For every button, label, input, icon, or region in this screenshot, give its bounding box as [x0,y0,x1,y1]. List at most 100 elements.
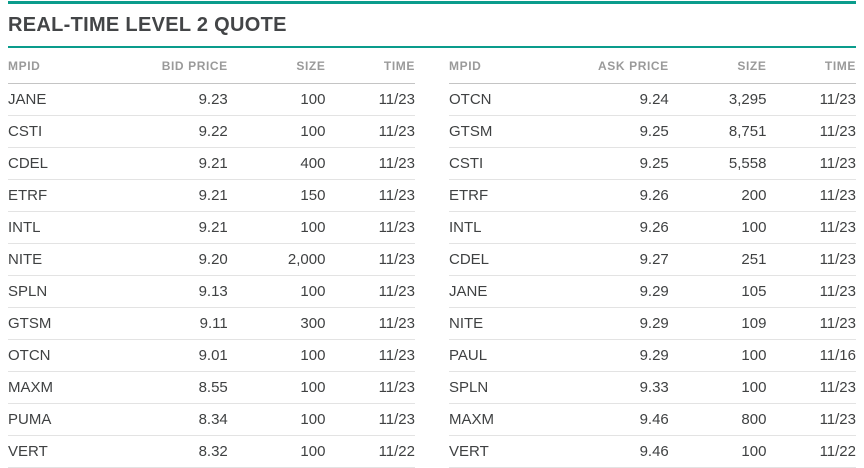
bid-col-header-price: BID PRICE [130,48,228,84]
level2-quote-panel: REAL-TIME LEVEL 2 QUOTE MPID BID PRICE S… [8,1,856,468]
ask-col-header-time: TIME [766,48,856,84]
table-row: INTL 9.21 100 11/23 [8,211,415,244]
table-row: NITE 9.20 2,000 11/23 [8,243,415,276]
cell-mpid: NITE [8,243,131,276]
cell-price: 9.01 [130,339,228,372]
cell-size: 100 [227,339,326,372]
cell-size: 100 [668,371,767,404]
page-title: REAL-TIME LEVEL 2 QUOTE [8,14,287,36]
table-row: SPLN 9.13 100 11/23 [8,275,415,308]
cell-mpid: PAUL [449,339,572,372]
cell-time: 11/23 [325,115,415,148]
cell-price: 9.25 [571,115,669,148]
cell-mpid: GTSM [449,115,572,148]
bid-col-header-size: SIZE [227,48,326,84]
cell-mpid: ETRF [8,179,131,212]
cell-price: 8.32 [130,435,228,468]
cell-time: 11/23 [766,211,856,244]
cell-price: 9.26 [571,211,669,244]
cell-size: 100 [227,435,326,468]
cell-time: 11/23 [325,275,415,308]
table-row: PAUL 9.29 100 11/16 [449,339,856,372]
cell-size: 100 [668,339,767,372]
ask-table: MPID ASK PRICE SIZE TIME OTCN 9.24 3,295 11… [449,48,856,468]
cell-time: 11/23 [325,339,415,372]
cell-price: 9.22 [130,115,228,148]
cell-mpid: INTL [8,211,131,244]
cell-size: 100 [668,435,767,468]
cell-mpid: NITE [449,307,572,340]
cell-price: 9.23 [130,83,228,116]
cell-size: 251 [668,243,767,276]
cell-size: 300 [227,307,326,340]
cell-price: 8.55 [130,371,228,404]
bid-col-header-time: TIME [325,48,415,84]
cell-size: 8,751 [668,115,767,148]
table-row: ETRF 9.21 150 11/23 [8,179,415,212]
cell-mpid: JANE [449,275,572,308]
quote-tables: MPID BID PRICE SIZE TIME JANE 9.23 100 11/2… [8,48,856,468]
cell-price: 9.20 [130,243,228,276]
cell-mpid: VERT [8,435,131,468]
cell-time: 11/22 [325,435,415,468]
cell-time: 11/23 [325,147,415,180]
bid-table: MPID BID PRICE SIZE TIME JANE 9.23 100 11/2… [8,48,415,468]
cell-time: 11/23 [766,179,856,212]
cell-price: 9.13 [130,275,228,308]
cell-mpid: OTCN [8,339,131,372]
cell-size: 105 [668,275,767,308]
cell-mpid: INTL [449,211,572,244]
cell-size: 100 [227,83,326,116]
table-row: CSTI 9.22 100 11/23 [8,115,415,148]
cell-price: 9.11 [130,307,228,340]
table-row: CSTI 9.25 5,558 11/23 [449,147,856,180]
cell-size: 100 [227,115,326,148]
cell-time: 11/23 [325,211,415,244]
cell-price: 9.33 [571,371,669,404]
cell-price: 9.24 [571,83,669,116]
cell-size: 800 [668,403,767,436]
cell-time: 11/23 [325,83,415,116]
ask-col-header-mpid: MPID [449,48,572,84]
bid-col-header-mpid: MPID [8,48,131,84]
cell-time: 11/23 [766,243,856,276]
table-row: VERT 8.32 100 11/22 [8,435,415,468]
table-row: CDEL 9.27 251 11/23 [449,243,856,276]
cell-price: 9.29 [571,307,669,340]
cell-mpid: CSTI [8,115,131,148]
cell-mpid: VERT [449,435,572,468]
cell-mpid: GTSM [8,307,131,340]
table-row: VERT 9.46 100 11/22 [449,435,856,468]
cell-time: 11/23 [766,307,856,340]
cell-size: 200 [668,179,767,212]
cell-price: 9.26 [571,179,669,212]
cell-mpid: SPLN [8,275,131,308]
cell-price: 9.21 [130,179,228,212]
cell-time: 11/23 [325,243,415,276]
cell-price: 9.46 [571,435,669,468]
table-row: PUMA 8.34 100 11/23 [8,403,415,436]
table-row: CDEL 9.21 400 11/23 [8,147,415,180]
cell-size: 100 [668,211,767,244]
cell-size: 100 [227,403,326,436]
cell-mpid: CSTI [449,147,572,180]
table-row: INTL 9.26 100 11/23 [449,211,856,244]
cell-mpid: CDEL [449,243,572,276]
table-row: GTSM 9.25 8,751 11/23 [449,115,856,148]
cell-price: 9.29 [571,339,669,372]
title-divider-rule [8,46,856,48]
cell-size: 2,000 [227,243,326,276]
cell-price: 9.29 [571,275,669,308]
cell-mpid: PUMA [8,403,131,436]
cell-size: 100 [227,275,326,308]
table-row: ETRF 9.26 200 11/23 [449,179,856,212]
table-row: JANE 9.23 100 11/23 [8,83,415,116]
cell-price: 9.21 [130,147,228,180]
bid-table-header-row: MPID BID PRICE SIZE TIME [8,48,415,84]
cell-time: 11/23 [766,371,856,404]
cell-mpid: CDEL [8,147,131,180]
cell-price: 9.21 [130,211,228,244]
cell-time: 11/23 [325,179,415,212]
cell-mpid: SPLN [449,371,572,404]
cell-size: 150 [227,179,326,212]
